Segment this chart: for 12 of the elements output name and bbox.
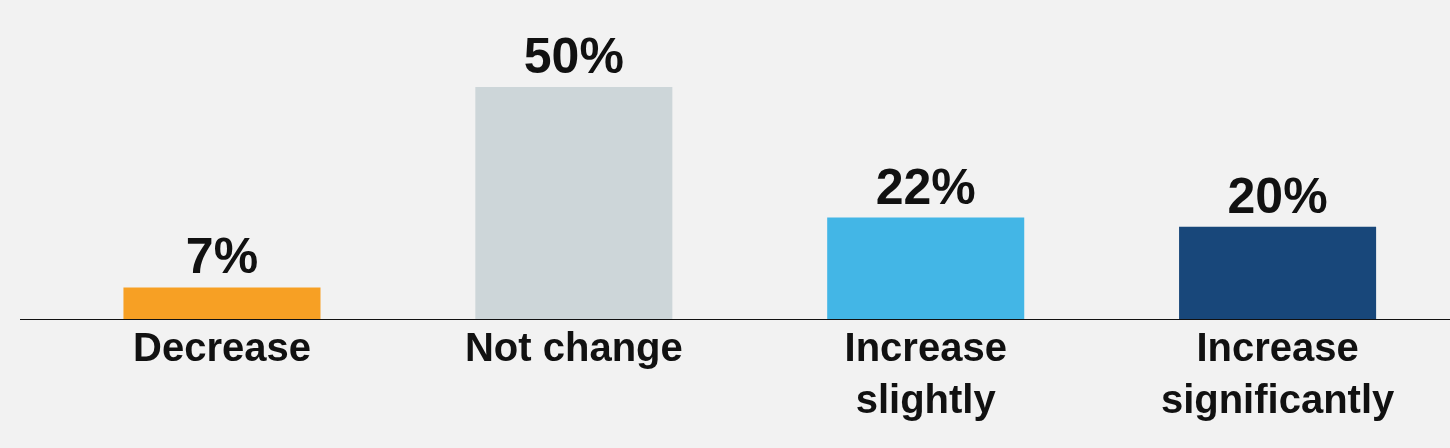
bar	[1179, 226, 1377, 320]
bar	[827, 217, 1025, 320]
bar	[475, 87, 673, 320]
bar	[123, 287, 321, 320]
data-label: 22%	[875, 158, 976, 215]
x-tick-label: Increase slightly	[844, 325, 1007, 421]
x-tick-label: Decrease	[133, 325, 311, 369]
x-tick-label: Not change	[464, 325, 683, 369]
data-label: 7%	[185, 228, 259, 285]
x-tick-label: Increase significantly	[1160, 325, 1396, 421]
data-label: 20%	[1227, 167, 1328, 224]
data-label: 50%	[523, 28, 624, 85]
